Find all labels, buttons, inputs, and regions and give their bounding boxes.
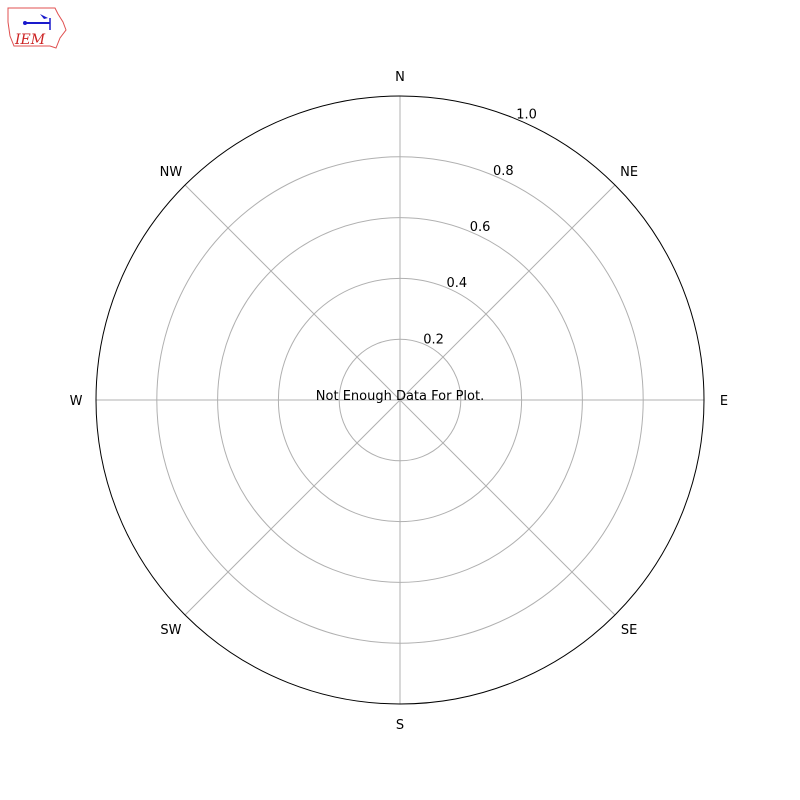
radial-tick-label: 0.8 xyxy=(493,164,514,179)
radial-tick-label: 0.2 xyxy=(423,332,444,347)
direction-label-ne: NE xyxy=(620,165,638,180)
polar-grid xyxy=(95,95,705,705)
grid-spoke xyxy=(184,184,401,401)
svg-text:IEM: IEM xyxy=(14,32,46,48)
grid-spoke xyxy=(184,399,401,616)
direction-label-nw: NW xyxy=(160,165,183,180)
radial-tick-label: 1.0 xyxy=(516,108,537,123)
radial-tick-label: 0.6 xyxy=(470,220,491,235)
grid-spoke xyxy=(399,399,616,616)
iem-logo: IEM xyxy=(7,7,67,49)
direction-label-sw: SW xyxy=(160,623,181,638)
no-data-message: Not Enough Data For Plot. xyxy=(316,389,484,404)
polar-frame xyxy=(95,95,705,705)
grid-spoke xyxy=(399,184,616,401)
direction-label-s: S xyxy=(396,718,404,733)
radial-tick-label: 0.4 xyxy=(446,276,467,291)
direction-label-e: E xyxy=(720,394,728,409)
direction-label-se: SE xyxy=(621,623,637,638)
direction-label-n: N xyxy=(395,70,405,85)
direction-label-w: W xyxy=(70,394,83,409)
axis-labels: N NE E SE S SW W NW 0.2 0.4 0.6 0.8 1.0 xyxy=(70,70,729,733)
